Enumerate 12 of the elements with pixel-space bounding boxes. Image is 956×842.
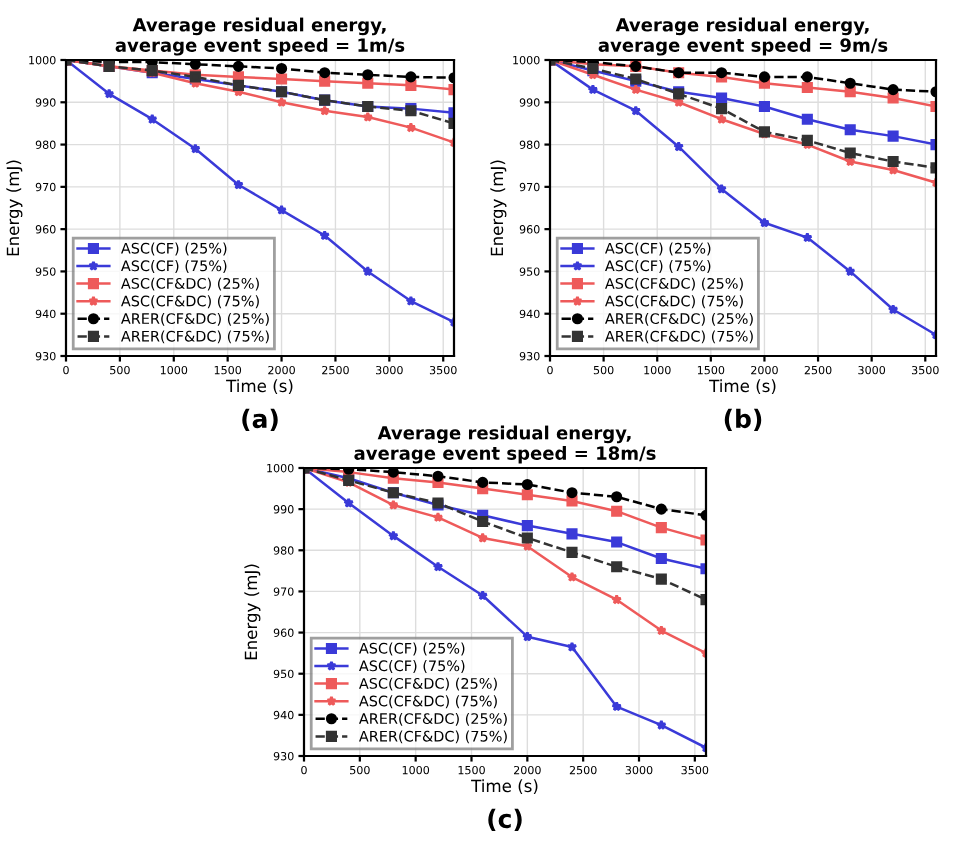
y-axis-title: Energy (mJ): [490, 160, 507, 256]
text: (b): [724, 408, 762, 432]
y-axis-title: Energy (mJ): [244, 564, 261, 660]
chart-title: Average residual energy, average event speed = 9m/s: [598, 17, 888, 56]
x-axis-title: Time (s): [226, 379, 293, 395]
text: (a): [242, 408, 278, 432]
x-axis-title: Time (s): [471, 779, 538, 795]
x-axis-title: Time (s): [709, 379, 776, 395]
chart-title: Average residual energy, average event speed = 1m/s: [115, 17, 405, 56]
y-axis-title: Energy (mJ): [6, 160, 23, 256]
text: (c): [488, 808, 522, 832]
chart-title: Average residual energy, average event speed = 18m/s: [354, 425, 656, 464]
